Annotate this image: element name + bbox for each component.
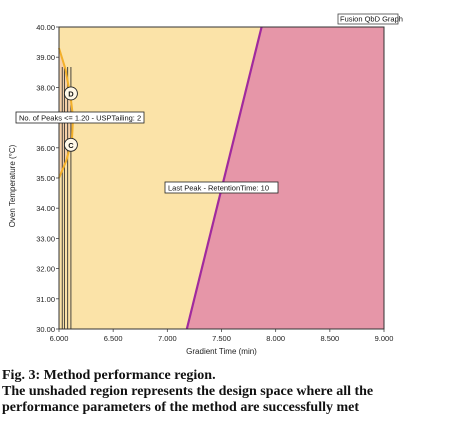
peaks-annotation-text: No. of Peaks <= 1.20 - USPTailing: 2: [19, 113, 141, 122]
x-tick-label: 6.000: [50, 334, 69, 343]
marker-label-c: C: [68, 141, 74, 150]
last-peak-annotation-text: Last Peak - RetentionTime: 10: [168, 183, 269, 192]
x-tick-label: 7.000: [158, 334, 177, 343]
y-tick-label: 34.00: [36, 204, 55, 213]
y-tick-label: 31.00: [36, 295, 55, 304]
y-tick-label: 36.00: [36, 144, 55, 153]
x-tick-label: 9.000: [375, 334, 394, 343]
caption-line-1: Fig. 3: Method performance region.: [2, 368, 216, 383]
y-tick-label: 35.00: [36, 174, 55, 183]
x-tick-label: 8.500: [320, 334, 339, 343]
last-peak-annotation-box: [164, 181, 279, 194]
last-peak-failure-region: [186, 27, 384, 329]
marker-label-d: D: [68, 89, 74, 98]
x-tick-label: 8.000: [266, 334, 285, 343]
y-tick-label: 30.00: [36, 325, 55, 334]
plot-frame: [58, 26, 385, 330]
chart-title: Fusion QbD Graph: [340, 15, 403, 24]
marker-c: [63, 137, 78, 152]
x-tick-label: 7.500: [212, 334, 231, 343]
x-axis-title: Gradient Time (min): [186, 347, 257, 356]
marker-d: [63, 86, 78, 101]
peaks-annotation-box: [15, 111, 145, 124]
y-tick-label: 39.00: [36, 53, 55, 62]
y-axis-title: Oven Temperature (°C): [8, 144, 17, 227]
chart-title-box: [337, 13, 399, 25]
caption-line-2: The unshaded region represents the desig…: [2, 384, 374, 399]
y-tick-label: 33.00: [36, 234, 55, 243]
last-peak-boundary-line: [185, 26, 263, 330]
x-tick-label: 6.500: [104, 334, 123, 343]
y-tick-label: 40.00: [36, 23, 55, 32]
chart: 6.000 6.500 7.000 7.500 8.000 8.500 9.000 30.00…: [8, 13, 403, 356]
y-tick-label: 38.00: [36, 83, 55, 92]
figure-caption: Fig. 3: Method performance region. The u…: [2, 368, 458, 416]
caption-line-3: performance parameters of the method are…: [2, 400, 360, 415]
y-tick-label: 32.00: [36, 265, 55, 274]
